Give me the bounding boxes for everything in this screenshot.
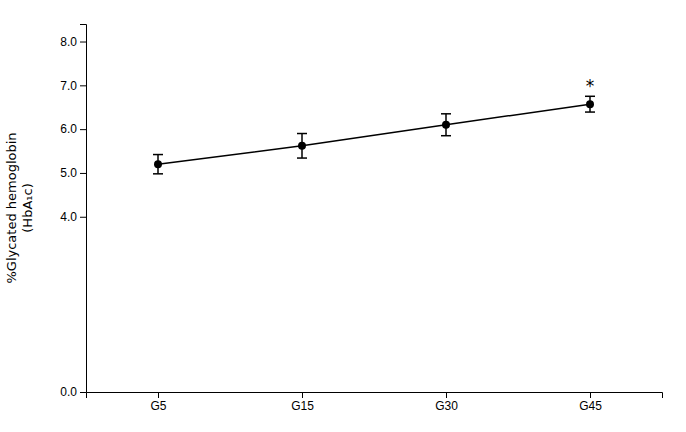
x-tick: G15 [291,392,314,413]
error-bar-cap [153,154,163,156]
error-bar-cap [153,173,163,175]
y-tick: 7.0 [60,79,86,93]
y-tick-label: 4.0 [60,210,77,224]
y-tick-mark [80,85,86,86]
y-axis-title: %Glycated hemoglobin(HbA₁c) [4,132,35,283]
x-tick-mark [158,392,159,398]
x-tick-mark [302,392,303,398]
x-axis-line [87,393,663,399]
y-tick-mark [80,392,86,393]
y-tick: 5.0 [60,166,86,180]
y-tick-label: 8.0 [60,35,77,49]
line [158,104,590,164]
x-tick-label: G45 [579,399,602,413]
annotation: * [586,76,595,96]
y-axis-title-line: (HbA₁c) [20,183,35,232]
y-tick-label: 5.0 [60,166,77,180]
error-bar-cap [297,157,307,159]
marker [442,121,450,129]
error-bar [441,114,451,136]
marker [154,160,162,168]
plot: G5 G15 G30 G45 0.0 4.0 5.0 6.0 7.0 8.0 * [60,25,662,413]
x-tick-label: G5 [150,399,166,413]
y-tick: 6.0 [60,122,86,136]
error-bar [585,96,595,112]
marker [298,142,306,150]
error-bar-cap [585,111,595,113]
y-tick-mark [80,217,86,218]
error-bar [297,134,307,159]
x-tick: G5 [150,392,166,413]
y-axis-title-line: %Glycated hemoglobin [4,132,19,283]
y-tick-label: 6.0 [60,122,77,136]
error-bar-cap [297,133,307,135]
x-tick-mark [446,392,447,398]
y-tick-mark [80,42,86,43]
x-tick-mark [590,392,591,398]
x-tick-label: G30 [435,399,458,413]
y-tick: 0.0 [60,385,86,399]
y-tick-mark [80,173,86,174]
y-tick: 4.0 [60,210,86,224]
y-axis: 0.0 4.0 5.0 6.0 7.0 8.0 [60,25,86,400]
series [153,96,595,174]
y-axis-line [80,25,87,393]
x-tick: G45 [579,392,602,413]
y-tick-label: 7.0 [60,79,77,93]
marker [586,100,594,108]
error-bar [153,155,163,174]
x-tick: G30 [435,392,458,413]
y-tick-mark [80,129,86,130]
chart: G5 G15 G30 G45 0.0 4.0 5.0 6.0 7.0 8.0 * %Glycated … [0,0,686,432]
error-bar-cap [441,135,451,137]
x-axis: G5 G15 G30 G45 [87,392,663,413]
y-tick: 8.0 [60,35,86,49]
y-tick-label: 0.0 [60,385,77,399]
error-bar-cap [441,113,451,115]
x-tick-label: G15 [291,399,314,413]
